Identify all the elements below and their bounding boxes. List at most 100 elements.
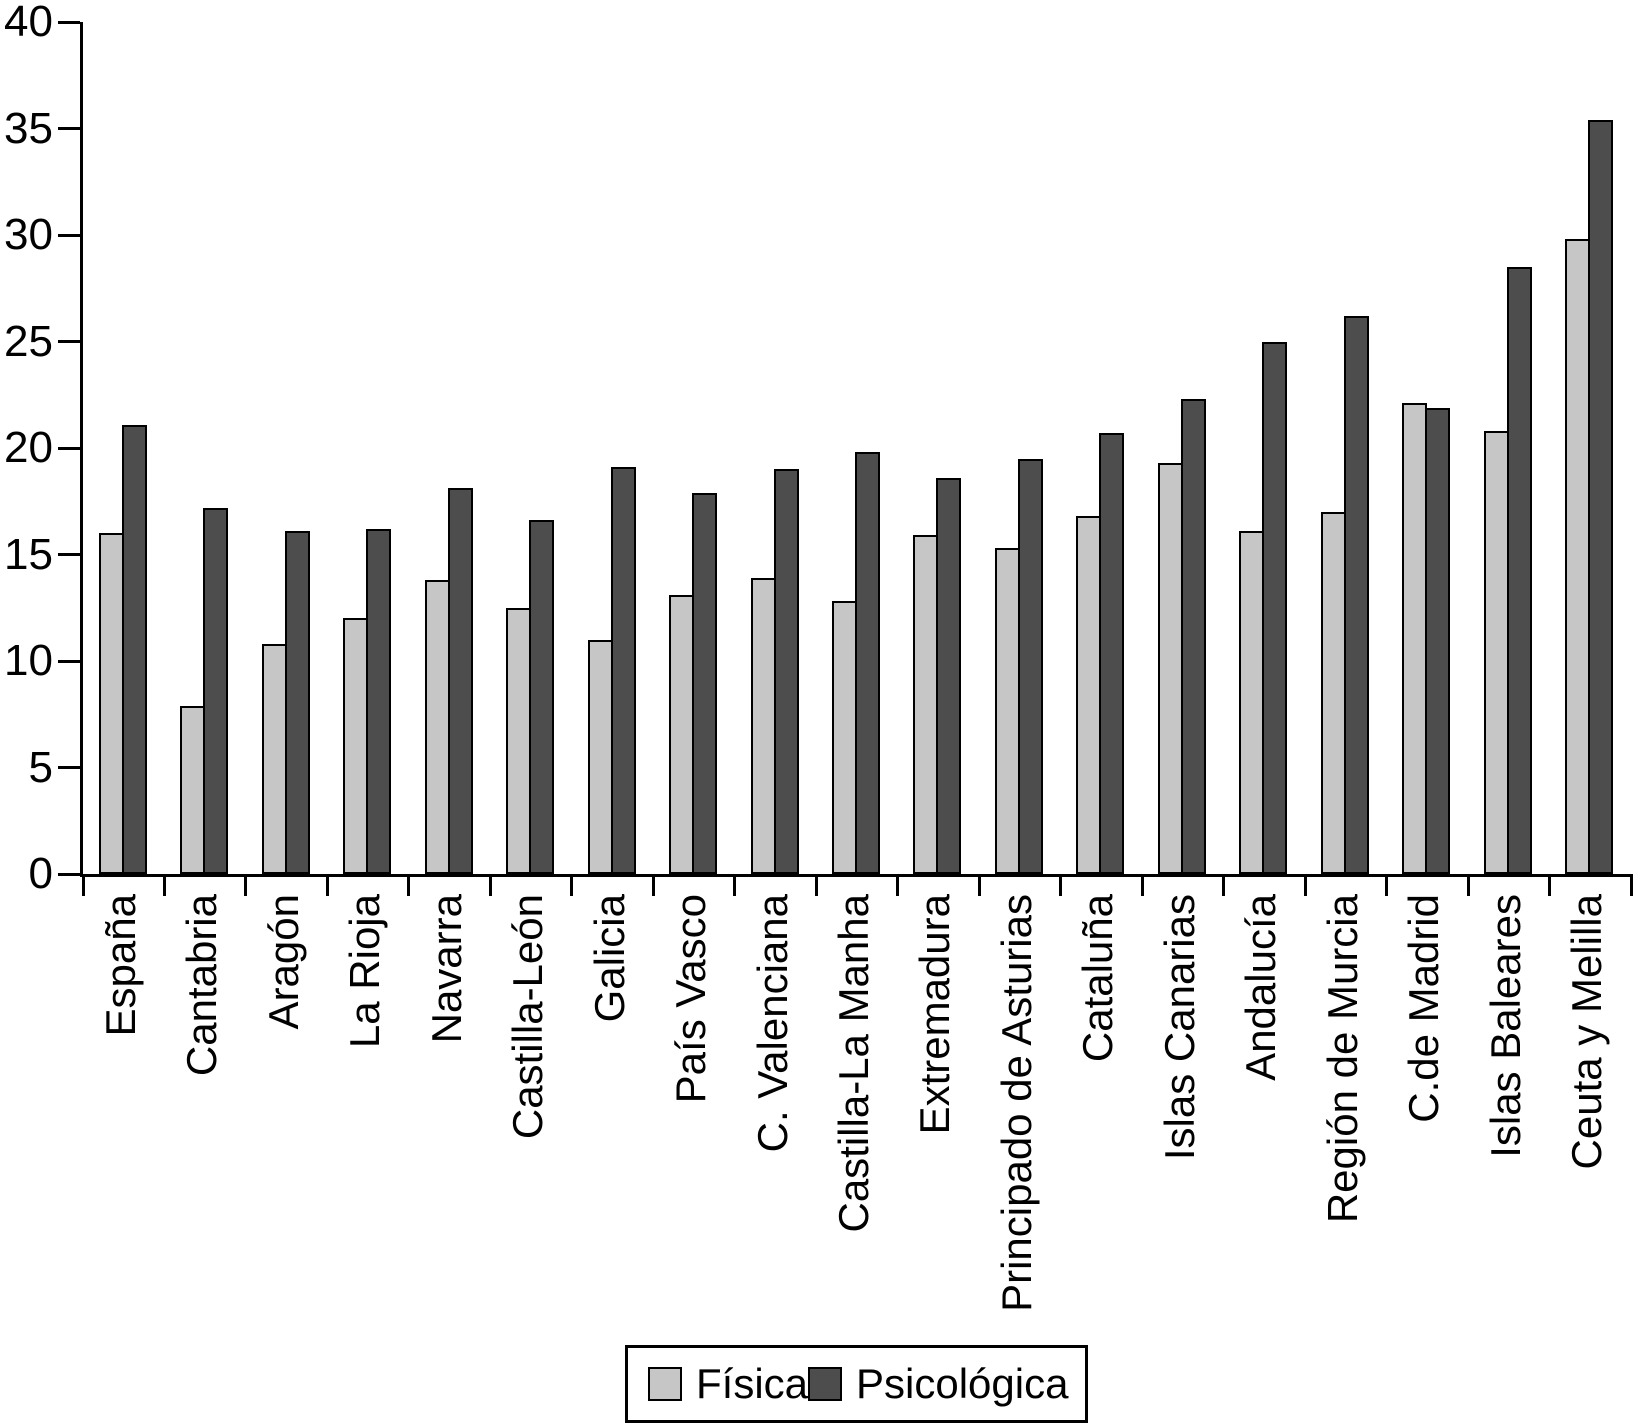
bar-fisica-16 [1320, 511, 1346, 874]
bar-psicologica-12 [1017, 458, 1043, 874]
y-tick-5 [58, 766, 80, 769]
bar-fisica-9 [750, 577, 776, 874]
bar-psicologica-2 [203, 507, 229, 874]
x-category-label-18: Islas Baleares [1481, 894, 1529, 1158]
bar-fisica-12 [994, 548, 1020, 874]
x-category-label-9: C. Valenciana [748, 894, 796, 1153]
x-category-label-4: La Rioja [341, 894, 389, 1049]
y-tick-label-10: 10 [4, 636, 53, 685]
bar-psicologica-1 [121, 424, 147, 874]
bar-fisica-8 [669, 594, 695, 874]
legend: Física Psicológica [625, 1345, 1088, 1423]
bar-fisica-19 [1565, 239, 1591, 874]
bar-psicologica-18 [1506, 266, 1532, 874]
x-tick-15 [1303, 874, 1307, 896]
x-tick-12 [1059, 874, 1063, 896]
x-category-label-5: Navarra [422, 894, 470, 1044]
y-tick-15 [58, 553, 80, 556]
x-tick-4 [407, 874, 411, 896]
y-tick-0 [58, 872, 80, 876]
legend-item-fisica: Física [648, 1360, 808, 1408]
bar-fisica-15 [1239, 531, 1265, 874]
bar-fisica-18 [1483, 430, 1509, 874]
x-tick-5 [488, 874, 492, 896]
x-tick-17 [1466, 874, 1470, 896]
bar-psicologica-16 [1343, 315, 1369, 874]
x-category-label-12: Principado de Asturias [992, 894, 1040, 1312]
bar-psicologica-3 [284, 531, 310, 874]
bar-fisica-17 [1402, 403, 1428, 874]
y-tick-label-5: 5 [28, 742, 53, 792]
x-category-label-8: País Vasco [667, 894, 715, 1104]
bar-psicologica-4 [366, 528, 392, 874]
bar-psicologica-6 [529, 520, 555, 874]
x-category-label-14: Islas Canarias [1155, 894, 1203, 1161]
bar-psicologica-13 [1099, 433, 1125, 874]
x-category-label-11: Extremadura [911, 894, 959, 1135]
x-category-label-3: Aragón [259, 894, 307, 1030]
y-tick-35 [58, 127, 80, 130]
bar-fisica-2 [180, 705, 206, 874]
bar-fisica-13 [1076, 516, 1102, 874]
y-tick-30 [58, 233, 80, 237]
y-tick-label-40: 40 [4, 0, 53, 46]
x-tick-18 [1548, 874, 1552, 896]
bar-psicologica-7 [610, 467, 636, 874]
bar-fisica-11 [913, 535, 939, 874]
bar-psicologica-19 [1588, 119, 1614, 874]
plot-area: 0 5 10 15 20 25 30 35 40 [4, 0, 1633, 898]
x-tick-9 [814, 874, 818, 896]
x-category-label-15: Andalucía [1237, 894, 1285, 1081]
bar-fisica-3 [261, 643, 287, 874]
x-tick-14 [1222, 874, 1226, 896]
x-tick-2 [244, 874, 248, 896]
y-tick-label-30: 30 [4, 210, 53, 259]
y-tick-label-0: 0 [28, 849, 53, 898]
y-tick-label-15: 15 [4, 529, 53, 579]
y-tick-10 [58, 659, 80, 663]
x-tick-16 [1385, 874, 1389, 896]
fisica-swatch [648, 1367, 682, 1401]
x-category-label-17: C.de Madrid [1400, 894, 1448, 1123]
bar-psicologica-5 [447, 488, 473, 874]
x-tick-6 [570, 874, 574, 896]
x-tick-3 [325, 874, 329, 896]
bar-psicologica-14 [1180, 399, 1206, 874]
bar-fisica-6 [506, 607, 532, 874]
bar-fisica-5 [424, 580, 450, 874]
x-category-label-7: Galicia [585, 894, 633, 1023]
bar-fisica-1 [98, 533, 124, 874]
x-tick-11 [977, 874, 981, 896]
x-category-label-16: Región de Murcia [1318, 894, 1366, 1224]
y-tick-label-25: 25 [4, 316, 53, 366]
legend-label-psicologica: Psicológica [856, 1360, 1069, 1407]
bar-psicologica-17 [1425, 407, 1451, 874]
x-tick-0 [81, 874, 85, 896]
y-tick-label-20: 20 [4, 423, 53, 472]
x-tick-19 [1629, 874, 1633, 896]
bar-fisica-10 [832, 601, 857, 874]
x-tick-8 [733, 874, 737, 896]
y-tick-label-35: 35 [4, 103, 53, 153]
x-category-label-10: Castilla-La Manha [830, 894, 877, 1233]
bar-fisica-4 [343, 618, 369, 874]
bar-psicologica-11 [936, 477, 962, 874]
bar-psicologica-15 [1262, 341, 1288, 874]
bar-fisica-7 [587, 639, 613, 874]
bar-psicologica-10 [855, 452, 880, 874]
y-tick-20 [58, 446, 80, 450]
x-tick-13 [1140, 874, 1144, 896]
x-category-label-2: Cantabria [178, 894, 226, 1077]
bar-psicologica-9 [773, 469, 799, 874]
bar-fisica-14 [1157, 462, 1183, 874]
x-category-label-6: Castilla-León [504, 894, 552, 1140]
x-tick-7 [651, 874, 655, 896]
legend-label-fisica: Física [696, 1360, 809, 1407]
bar-psicologica-8 [692, 492, 718, 874]
x-tick-1 [162, 874, 166, 896]
x-category-label-19: Ceuta y Melilla [1563, 894, 1611, 1170]
legend-item-psicologica: Psicológica [808, 1360, 1068, 1408]
y-tick-25 [58, 340, 80, 343]
x-category-label-1: España [96, 894, 144, 1037]
